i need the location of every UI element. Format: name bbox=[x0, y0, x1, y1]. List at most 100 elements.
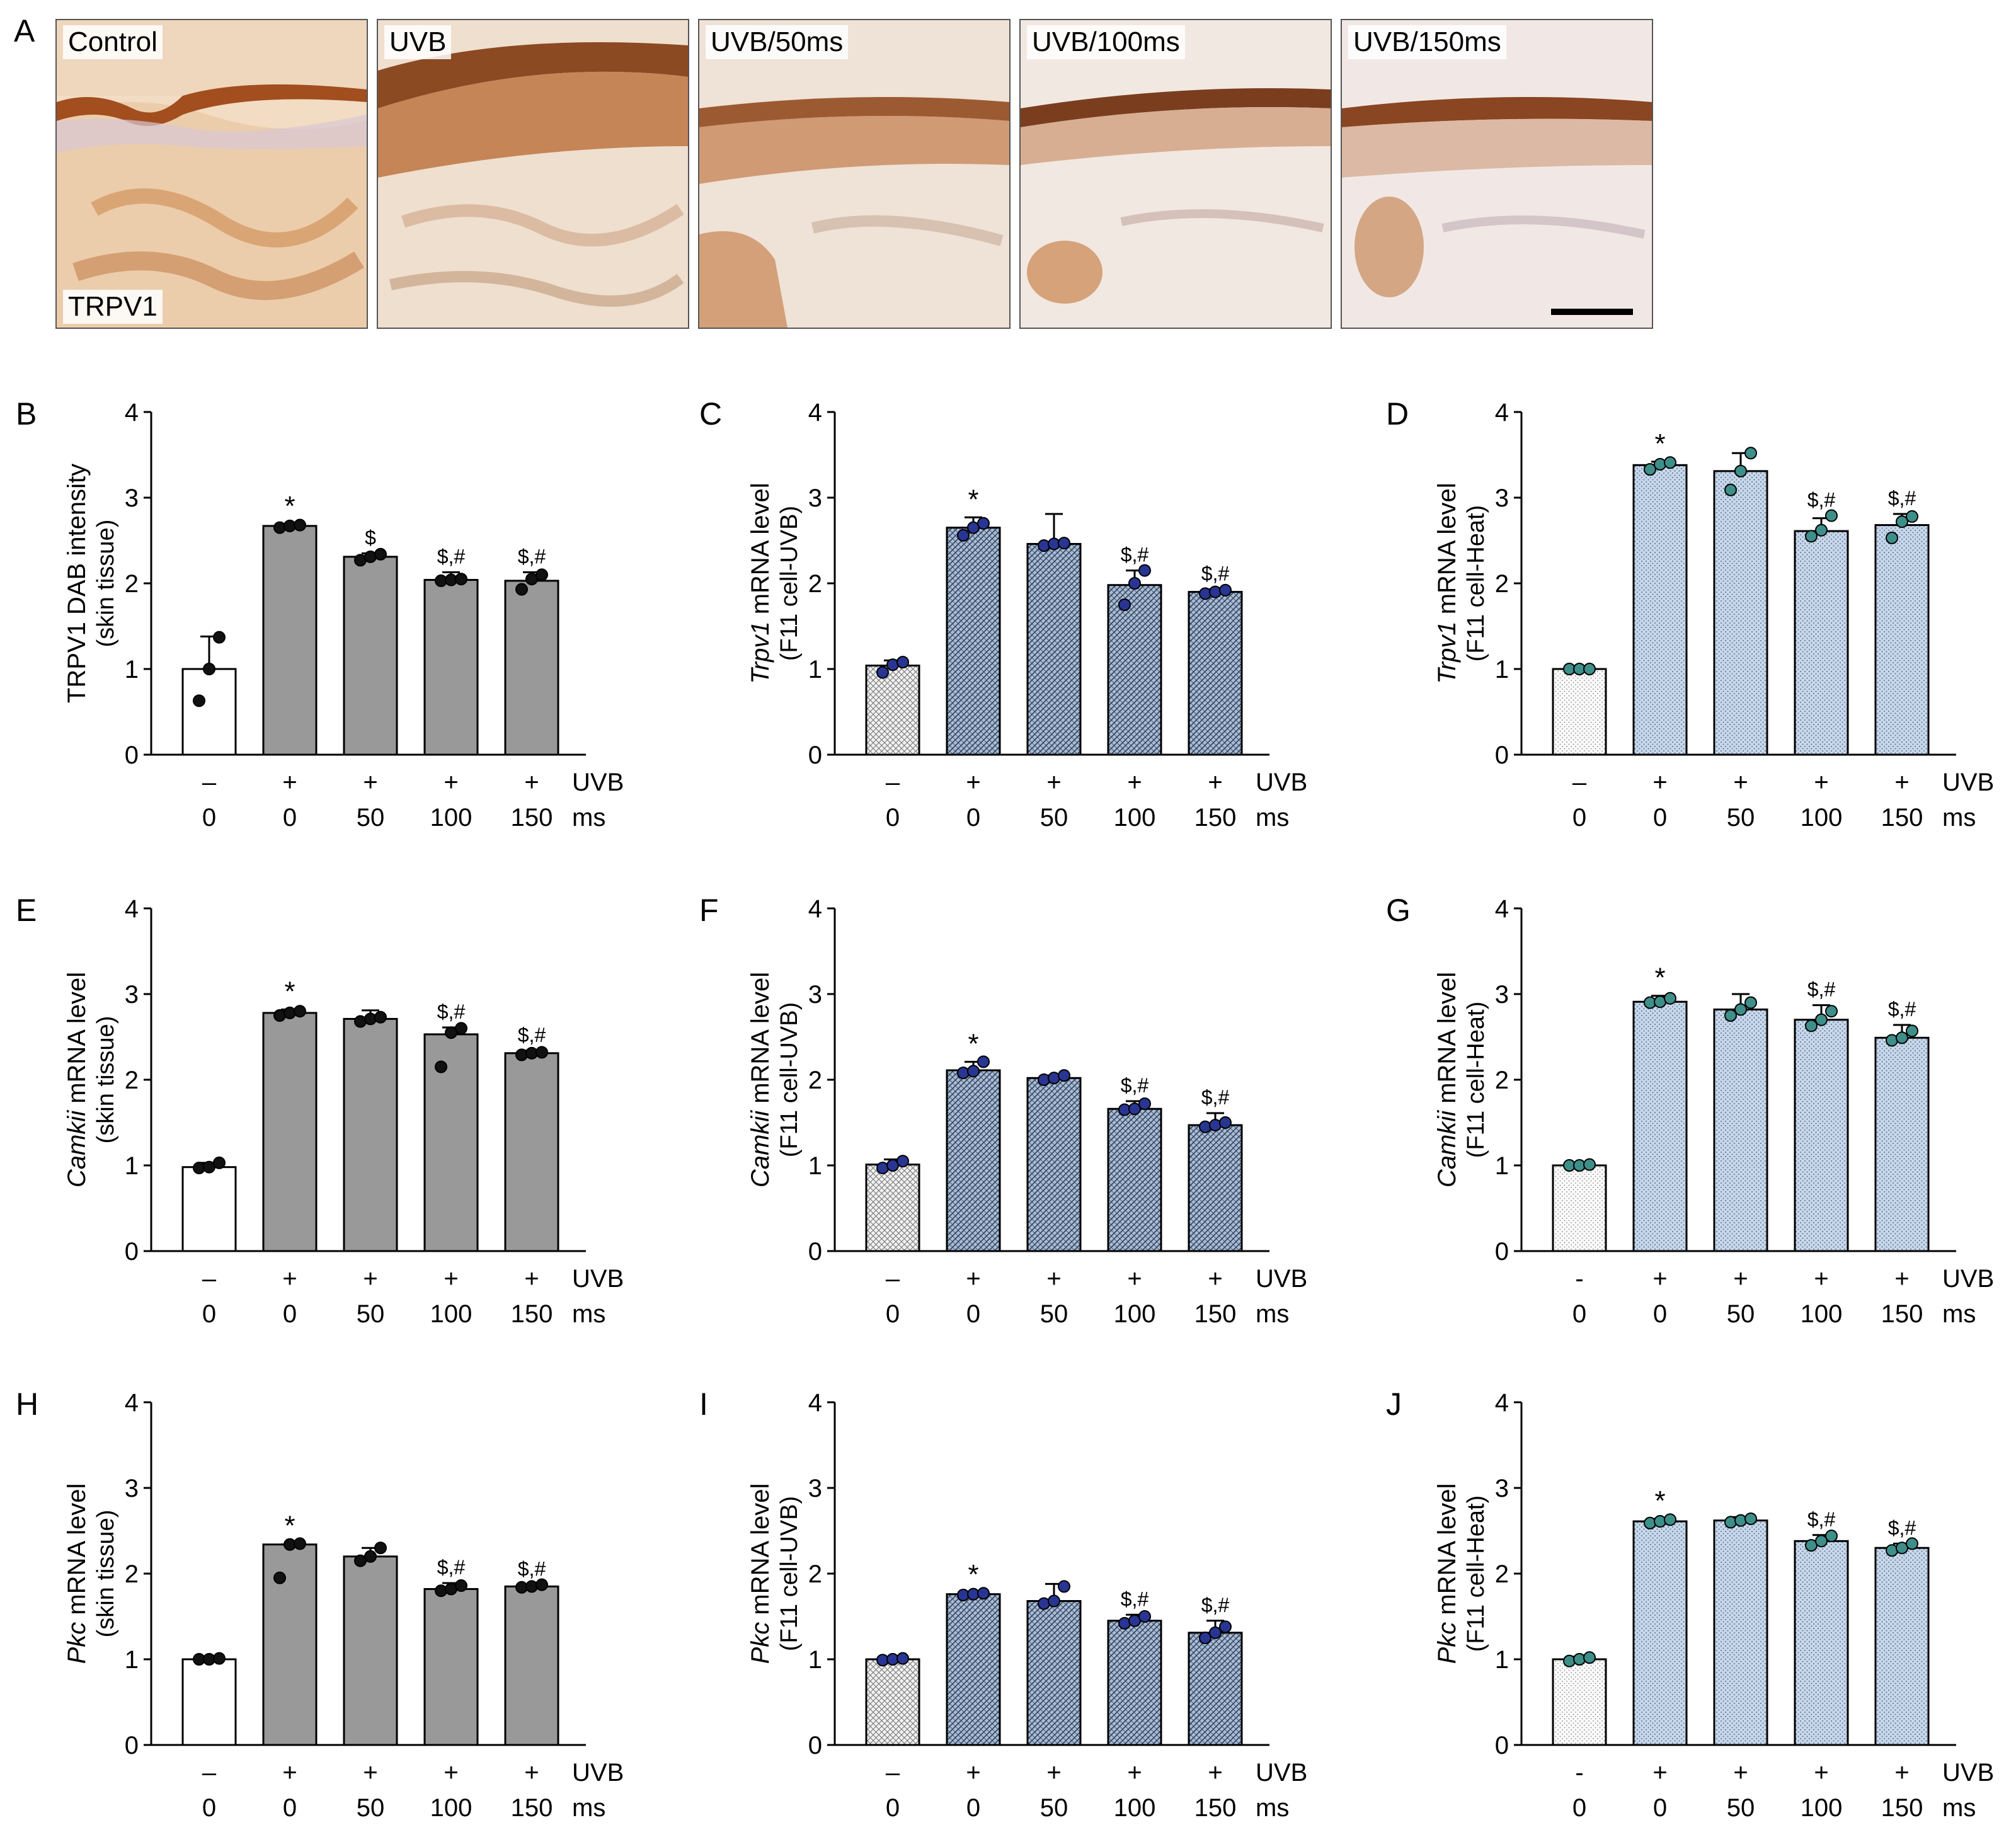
y-tick-label: 3 bbox=[808, 981, 822, 1009]
data-point bbox=[1199, 587, 1211, 600]
bar bbox=[1632, 464, 1688, 756]
uvb-row-label: + bbox=[966, 1759, 980, 1787]
data-point bbox=[1805, 1019, 1818, 1032]
bar bbox=[1794, 1019, 1849, 1252]
data-point bbox=[1825, 1530, 1838, 1543]
ms-row-label: 0 bbox=[1572, 804, 1586, 832]
data-point bbox=[1906, 1024, 1918, 1038]
bar bbox=[1794, 1540, 1849, 1746]
data-point bbox=[1209, 585, 1222, 598]
uvb-row-label: + bbox=[1127, 1759, 1142, 1787]
data-point bbox=[1058, 537, 1070, 550]
y-tick-label: 3 bbox=[125, 484, 139, 512]
y-axis-label-rest: mRNA level bbox=[1433, 1484, 1461, 1622]
ms-row-title: ms bbox=[1942, 804, 1976, 832]
data-point bbox=[374, 547, 387, 561]
data-point bbox=[1219, 1620, 1232, 1633]
y-axis-sublabel: (F11 cell-Heat) bbox=[1463, 505, 1489, 661]
bar bbox=[1188, 1632, 1243, 1746]
y-tick-label: 0 bbox=[808, 1732, 822, 1759]
uvb-row-label: + bbox=[282, 1759, 297, 1787]
y-tick-label: 0 bbox=[125, 1732, 139, 1759]
y-tick-label: 0 bbox=[1495, 1238, 1509, 1266]
data-point bbox=[203, 663, 215, 675]
significance-label: $,# bbox=[1201, 1086, 1230, 1109]
uvb-row-label: + bbox=[1652, 1759, 1667, 1787]
data-point bbox=[1644, 1516, 1656, 1530]
data-point bbox=[957, 1067, 970, 1080]
y-axis-sublabel: (skin tissue) bbox=[93, 520, 119, 648]
data-point bbox=[1118, 598, 1131, 611]
significance-label: $,# bbox=[1888, 998, 1916, 1021]
ms-row-label: 100 bbox=[1801, 804, 1843, 832]
data-point bbox=[374, 1541, 387, 1555]
ms-row-label: 150 bbox=[511, 1300, 553, 1328]
data-point bbox=[1896, 1031, 1908, 1044]
y-axis-label-gene: Pkc bbox=[63, 1622, 91, 1664]
panel-letter: G bbox=[1386, 893, 1411, 928]
data-point bbox=[273, 521, 286, 534]
significance-label: $,# bbox=[1888, 1516, 1916, 1539]
y-axis-label-rest: mRNA level bbox=[747, 1484, 774, 1622]
ms-row-label: 0 bbox=[283, 1794, 297, 1822]
data-point bbox=[213, 631, 226, 644]
uvb-row-title: UVB bbox=[1942, 1759, 1994, 1787]
skin-section-image bbox=[699, 20, 1009, 328]
ms-row-label: 0 bbox=[202, 804, 216, 832]
bar bbox=[865, 1658, 920, 1746]
ms-row-title: ms bbox=[572, 1300, 605, 1328]
y-tick-label: 4 bbox=[1495, 895, 1509, 923]
y-axis-sublabel: (F11 cell-UVB) bbox=[776, 1496, 803, 1651]
micrograph-uvb-150ms: UVB/150ms bbox=[1341, 19, 1653, 329]
ms-row-label: 100 bbox=[430, 1794, 472, 1822]
data-point bbox=[1664, 1513, 1676, 1526]
chart-panel-g: G 0 1 2 3 4 Camkii mRNA level (F11 cell-Heat) - 0… bbox=[1386, 893, 1994, 1328]
micrograph-label: Control bbox=[63, 25, 163, 59]
y-tick-label: 1 bbox=[808, 1152, 822, 1180]
uvb-row-label: – bbox=[1572, 769, 1587, 796]
data-point bbox=[515, 1048, 528, 1061]
significance-label: $ bbox=[365, 526, 376, 549]
y-tick-label: 3 bbox=[1495, 1475, 1509, 1502]
ms-row-label: 100 bbox=[1801, 1300, 1843, 1328]
y-tick-label: 0 bbox=[125, 1238, 139, 1266]
data-point bbox=[1138, 1610, 1151, 1623]
ms-row-label: 150 bbox=[1194, 804, 1237, 832]
y-axis-label-gene: Pkc bbox=[747, 1622, 774, 1664]
data-point bbox=[1724, 483, 1737, 496]
y-axis-label: Pkc mRNA level bbox=[1433, 1484, 1461, 1664]
significance-label: $,# bbox=[437, 1000, 466, 1023]
data-point bbox=[435, 1584, 447, 1598]
uvb-row-label: + bbox=[363, 1759, 377, 1787]
data-point bbox=[1724, 1516, 1737, 1529]
ms-row-label: 50 bbox=[1727, 1300, 1755, 1328]
ms-row-label: 0 bbox=[966, 1794, 980, 1822]
y-axis-label: Trpv1 mRNA level bbox=[747, 483, 774, 683]
scale-bar bbox=[1551, 309, 1633, 315]
data-point bbox=[455, 1579, 467, 1593]
y-tick-label: 3 bbox=[125, 1475, 139, 1502]
skin-section-image bbox=[1021, 20, 1331, 328]
uvb-row-label: + bbox=[1894, 1265, 1909, 1293]
ms-row-label: 50 bbox=[357, 1794, 385, 1822]
ms-row-label: 0 bbox=[1572, 1794, 1586, 1822]
uvb-row-label: + bbox=[966, 769, 980, 796]
bar bbox=[1874, 1547, 1930, 1746]
y-tick-label: 2 bbox=[808, 1560, 822, 1588]
data-point bbox=[1058, 1069, 1070, 1082]
y-axis-label: Camkii mRNA level bbox=[747, 972, 774, 1187]
data-point bbox=[284, 1006, 296, 1019]
y-tick-label: 0 bbox=[808, 741, 822, 769]
uvb-row-label: + bbox=[1127, 1265, 1142, 1293]
micrograph-uvb: UVB bbox=[377, 19, 689, 329]
significance-label: $,# bbox=[518, 1024, 546, 1046]
y-axis-label-rest: mRNA level bbox=[63, 1484, 91, 1622]
uvb-row-label: + bbox=[1894, 769, 1909, 796]
y-axis-label-gene: Camkii bbox=[1433, 1110, 1461, 1187]
ms-row-label: 100 bbox=[1114, 1300, 1156, 1328]
ms-row-label: 0 bbox=[886, 1300, 900, 1328]
uvb-row-label: + bbox=[1208, 1759, 1222, 1787]
ms-row-label: 0 bbox=[1653, 804, 1667, 832]
data-point bbox=[1744, 1512, 1757, 1525]
